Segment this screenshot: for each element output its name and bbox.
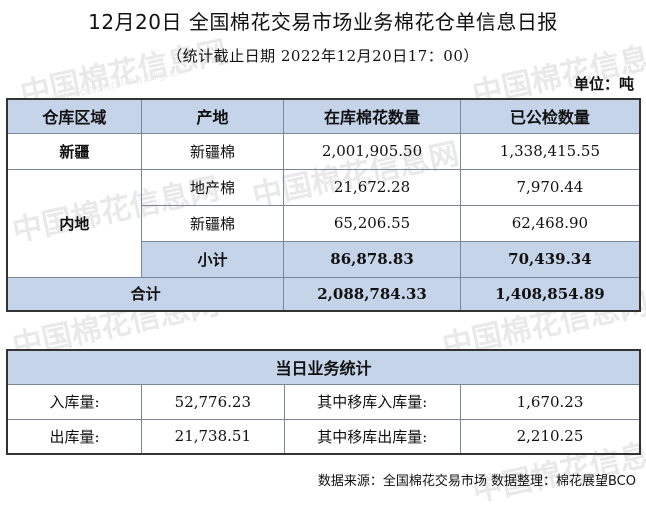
subtotal-stock: 86,878.83 <box>283 240 461 278</box>
warehouse-table: 仓库区域 产地 在库棉花数量 已公检数量 新疆 新疆棉 2,001,905.50… <box>6 98 641 312</box>
total-inspected: 1,408,854.89 <box>459 276 641 312</box>
inspected-cell: 7,970.44 <box>459 168 641 206</box>
stat-value: 2,210.25 <box>459 418 641 455</box>
stat-value: 52,776.23 <box>140 383 285 420</box>
stat-value: 21,738.51 <box>140 418 285 455</box>
header-region: 仓库区域 <box>6 98 142 134</box>
table-row: 新疆 新疆棉 2,001,905.50 1,338,415.55 <box>6 132 641 170</box>
stat-value: 1,670.23 <box>459 383 641 420</box>
inspected-cell: 1,338,415.55 <box>459 132 641 170</box>
inspected-cell: 62,468.90 <box>459 204 641 242</box>
stat-label: 出库量: <box>6 418 142 455</box>
daily-stats-header: 当日业务统计 <box>6 349 641 385</box>
subtotal-row: 小计 86,878.83 70,439.34 <box>7 240 641 278</box>
region-cell: 内地 <box>6 168 142 278</box>
origin-cell: 地产棉 <box>140 168 285 206</box>
subtotal-label: 小计 <box>140 240 285 278</box>
stat-label: 入库量: <box>6 383 142 420</box>
table-row: 内地 地产棉 21,672.28 7,970.44 <box>6 168 641 278</box>
daily-stats-table: 当日业务统计 入库量: 52,776.23 其中移库入库量: 1,670.23 … <box>6 349 641 455</box>
table-row: 出库量: 21,738.51 其中移库出库量: 2,210.25 <box>6 418 641 455</box>
report-title: 12月20日 全国棉花交易市场业务棉花仓单信息日报 <box>88 10 558 34</box>
subtotal-inspected: 70,439.34 <box>459 240 641 278</box>
table-header-row: 仓库区域 产地 在库棉花数量 已公检数量 <box>6 98 641 134</box>
header-stock: 在库棉花数量 <box>283 98 461 134</box>
report-subtitle: （统计截止日期 2022年12月20日17：00） <box>167 47 479 65</box>
header-origin: 产地 <box>140 98 285 134</box>
header-inspected: 已公检数量 <box>459 98 641 134</box>
table-row: 入库量: 52,776.23 其中移库入库量: 1,670.23 <box>6 383 641 420</box>
stock-cell: 65,206.55 <box>283 204 461 242</box>
stock-cell: 2,001,905.50 <box>283 132 461 170</box>
stat-label: 其中移库入库量: <box>283 383 461 420</box>
data-source-footer: 数据来源：全国棉花交易市场 数据整理：棉花展望BCO <box>317 474 636 489</box>
origin-cell: 新疆棉 <box>140 132 285 170</box>
region-cell: 新疆 <box>6 132 142 170</box>
total-row: 合计 2,088,784.33 1,408,854.89 <box>6 276 641 312</box>
table-row: 新疆棉 65,206.55 62,468.90 <box>7 204 641 242</box>
stock-cell: 21,672.28 <box>283 168 461 206</box>
daily-stats-title: 当日业务统计 <box>6 349 641 385</box>
origin-cell: 新疆棉 <box>140 204 285 242</box>
unit-label: 单位：吨 <box>573 75 634 93</box>
stat-label: 其中移库出库量: <box>283 418 461 455</box>
total-label: 合计 <box>6 276 285 312</box>
total-stock: 2,088,784.33 <box>283 276 461 312</box>
